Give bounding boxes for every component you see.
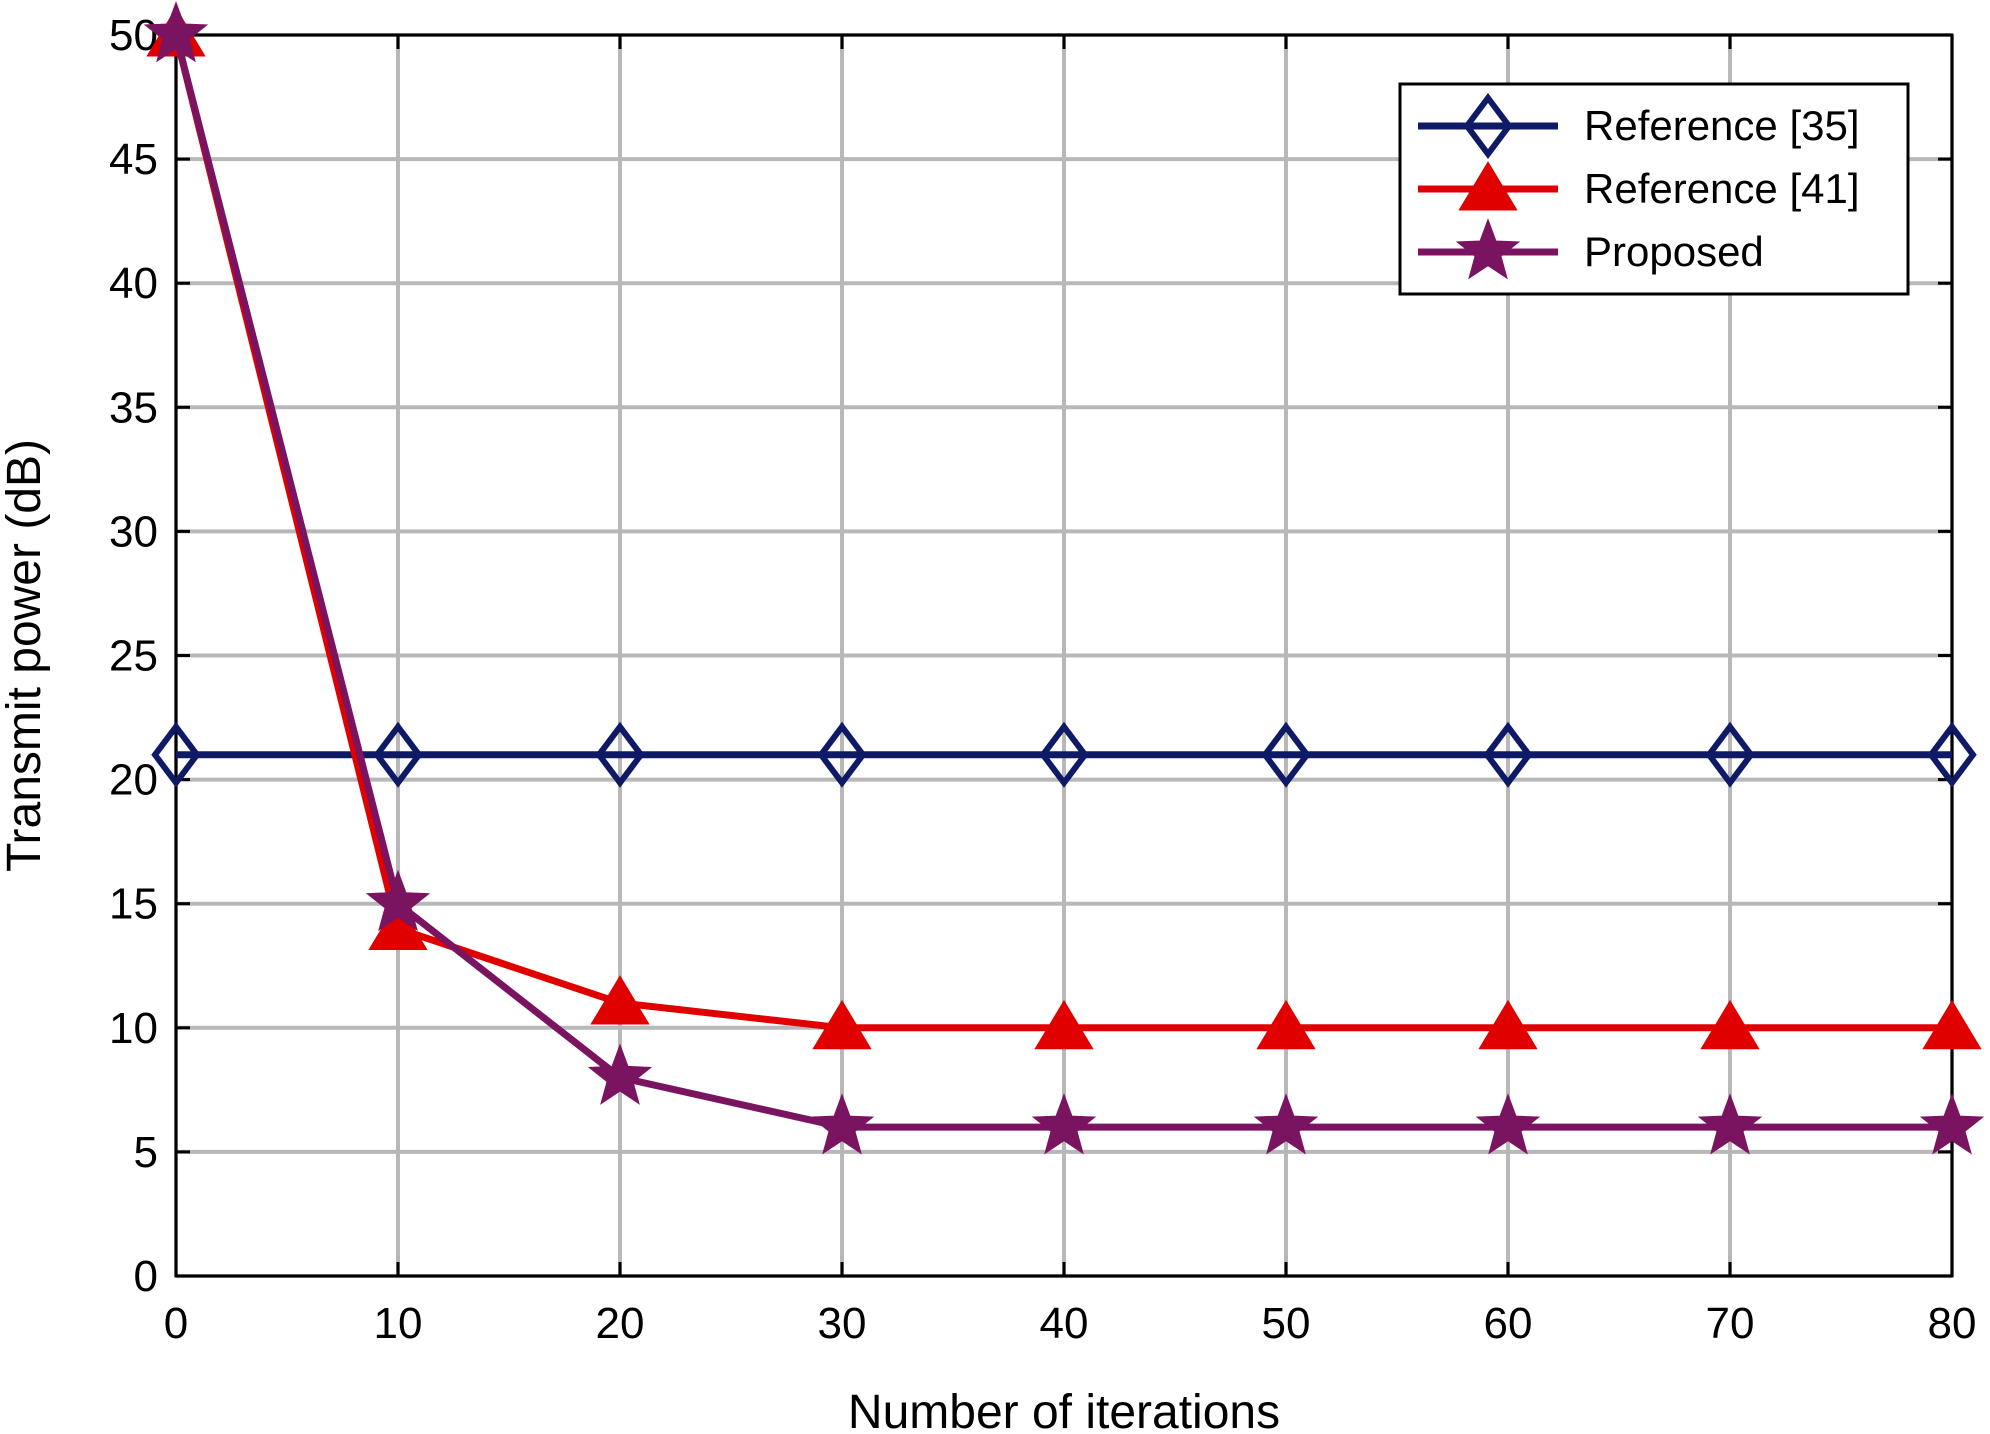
data-point-triangle xyxy=(1256,999,1316,1050)
legend-entry: Proposed xyxy=(1418,218,1764,280)
data-point-star xyxy=(143,1,209,63)
y-tick-label: 45 xyxy=(109,135,158,184)
y-tick-label: 30 xyxy=(109,507,158,556)
x-tick-label: 30 xyxy=(818,1299,867,1348)
data-point-star xyxy=(1919,1093,1985,1155)
x-tick-label: 70 xyxy=(1706,1299,1755,1348)
x-tick-label: 60 xyxy=(1484,1299,1533,1348)
data-point-triangle xyxy=(1034,999,1094,1050)
y-tick-label: 25 xyxy=(109,632,158,681)
x-tick-label: 0 xyxy=(164,1299,188,1348)
data-point-triangle xyxy=(812,999,872,1050)
x-tick-label: 50 xyxy=(1262,1299,1311,1348)
legend-label: Reference [35] xyxy=(1584,102,1860,149)
series-lines xyxy=(143,1,1985,1155)
data-point-diamond xyxy=(1261,721,1311,788)
data-point-star xyxy=(1475,1093,1541,1155)
legend-label: Reference [41] xyxy=(1584,165,1860,212)
data-point-star xyxy=(1697,1093,1763,1155)
data-point-triangle xyxy=(1700,999,1760,1050)
legend-label: Proposed xyxy=(1584,228,1764,275)
data-point-star xyxy=(809,1093,875,1155)
legend: Reference [35] Reference [41] Proposed xyxy=(1398,82,1910,296)
legend-entry: Reference [35] xyxy=(1418,93,1860,159)
x-tick-label: 20 xyxy=(596,1299,645,1348)
y-axis-label: Transmit power (dB) xyxy=(0,439,51,872)
y-tick-label: 15 xyxy=(109,880,158,929)
y-tick-label: 20 xyxy=(109,756,158,805)
data-point-diamond xyxy=(373,721,423,788)
series-0 xyxy=(151,721,1977,788)
data-point-star xyxy=(365,869,431,932)
y-tick-label: 5 xyxy=(134,1128,158,1177)
series-2 xyxy=(143,1,1985,1155)
data-point-star xyxy=(1253,1093,1319,1155)
data-point-triangle xyxy=(590,975,650,1025)
data-point-star xyxy=(587,1043,653,1105)
data-point-star xyxy=(1031,1093,1097,1155)
legend-marker xyxy=(1458,161,1518,211)
y-tick-label: 10 xyxy=(109,1004,158,1053)
x-tick-label: 40 xyxy=(1040,1299,1089,1348)
legend-marker xyxy=(1463,93,1513,159)
data-point-diamond xyxy=(1039,721,1089,788)
data-point-diamond xyxy=(817,721,867,788)
x-axis-label: Number of iterations xyxy=(848,1386,1280,1434)
data-point-diamond xyxy=(151,721,201,788)
legend-marker xyxy=(1455,218,1521,280)
data-point-triangle xyxy=(1922,999,1982,1050)
legend-entry: Reference [41] xyxy=(1418,161,1860,212)
data-point-diamond xyxy=(1927,721,1977,788)
data-point-diamond xyxy=(1483,721,1533,788)
y-tick-label: 0 xyxy=(134,1252,158,1301)
data-point-diamond xyxy=(1705,721,1755,788)
x-tick-label: 10 xyxy=(374,1299,423,1348)
data-point-diamond xyxy=(595,721,645,788)
y-tick-label: 40 xyxy=(109,259,158,308)
x-tick-label: 80 xyxy=(1928,1299,1977,1348)
y-tick-label: 35 xyxy=(109,383,158,432)
data-point-triangle xyxy=(1478,999,1538,1050)
